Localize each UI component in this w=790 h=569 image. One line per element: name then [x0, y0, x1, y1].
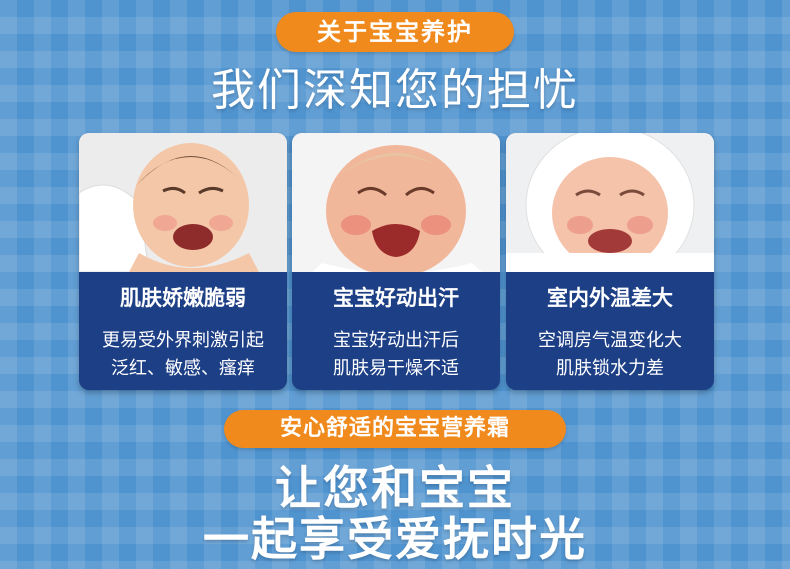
card-description-line: 肌肤锁水力差 — [556, 358, 664, 379]
crying-baby-photo — [506, 133, 714, 272]
concern-card-sweating: 宝宝好动出汗 宝宝好动出汗后 肌肤易干燥不适 — [292, 133, 500, 390]
card-description-line: 空调房气温变化大 — [538, 330, 682, 351]
section-label: 关于宝宝养护 — [276, 12, 514, 52]
card-description-line: 肌肤易干燥不适 — [333, 358, 459, 379]
card-title: 宝宝好动出汗 — [333, 286, 459, 310]
page-headline: 我们深知您的担忧 — [211, 65, 579, 116]
card-description-line: 泛红、敏感、瘙痒 — [111, 358, 255, 379]
concern-card-sensitive-skin: 肌肤娇嫩脆弱 更易受外界刺激引起 泛红、敏感、瘙痒 — [79, 133, 287, 390]
card-title: 肌肤娇嫩脆弱 — [120, 286, 246, 310]
card-description-line: 宝宝好动出汗后 — [333, 330, 459, 351]
closing-headline-line2: 一起享受爱抚时光 — [203, 512, 587, 566]
concern-card-temperature: 室内外温差大 空调房气温变化大 肌肤锁水力差 — [506, 133, 714, 390]
card-title: 室内外温差大 — [547, 286, 673, 310]
crying-baby-photo — [79, 133, 287, 272]
closing-headline-line1: 让您和宝宝 — [275, 461, 515, 515]
product-label: 安心舒适的宝宝营养霜 — [224, 410, 566, 448]
card-description-line: 更易受外界刺激引起 — [102, 330, 264, 351]
crying-baby-photo — [292, 133, 500, 272]
